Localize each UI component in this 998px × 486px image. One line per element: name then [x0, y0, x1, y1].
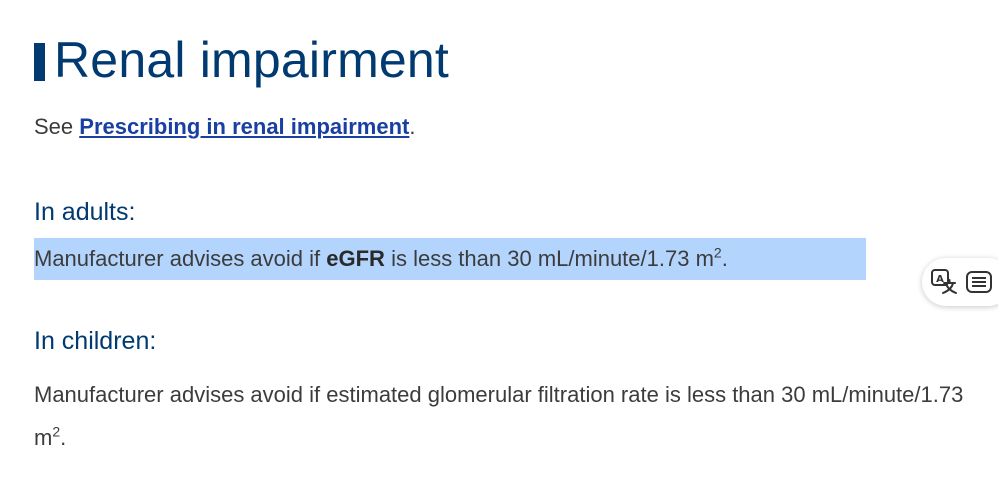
prescribing-renal-link[interactable]: Prescribing in renal impairment	[79, 114, 410, 139]
children-superscript: 2	[52, 423, 61, 440]
children-heading: In children:	[34, 327, 157, 355]
egfr-term: eGFR	[326, 246, 385, 271]
svg-text:A: A	[936, 274, 944, 285]
children-text-end: .	[60, 425, 67, 450]
heading-accent-bar	[34, 43, 45, 81]
reader-icon[interactable]	[962, 265, 996, 299]
section-title: Renal impairment	[54, 32, 450, 88]
see-prefix: See	[34, 114, 80, 139]
see-also-line: See Prescribing in renal impairment.	[34, 114, 416, 140]
see-suffix: .	[409, 114, 416, 139]
section-heading: Renal impairment	[34, 28, 974, 92]
translate-icon[interactable]: A	[928, 265, 962, 299]
adults-text-end: .	[721, 246, 728, 271]
adults-text-before: Manufacturer advises avoid if	[34, 246, 327, 271]
selection-toolbar: A	[922, 258, 998, 306]
adults-text-after: is less than 30 mL/minute/1.73 m	[384, 246, 714, 271]
adults-heading: In adults:	[34, 198, 136, 226]
adults-superscript: 2	[713, 244, 722, 261]
children-text-body: Manufacturer advises avoid if estimated …	[34, 382, 964, 450]
adults-advice-text[interactable]: Manufacturer advises avoid if eGFR is le…	[34, 238, 866, 280]
children-advice-text: Manufacturer advises avoid if estimated …	[34, 373, 969, 459]
renal-impairment-section: Renal impairment See Prescribing in rena…	[34, 28, 974, 450]
